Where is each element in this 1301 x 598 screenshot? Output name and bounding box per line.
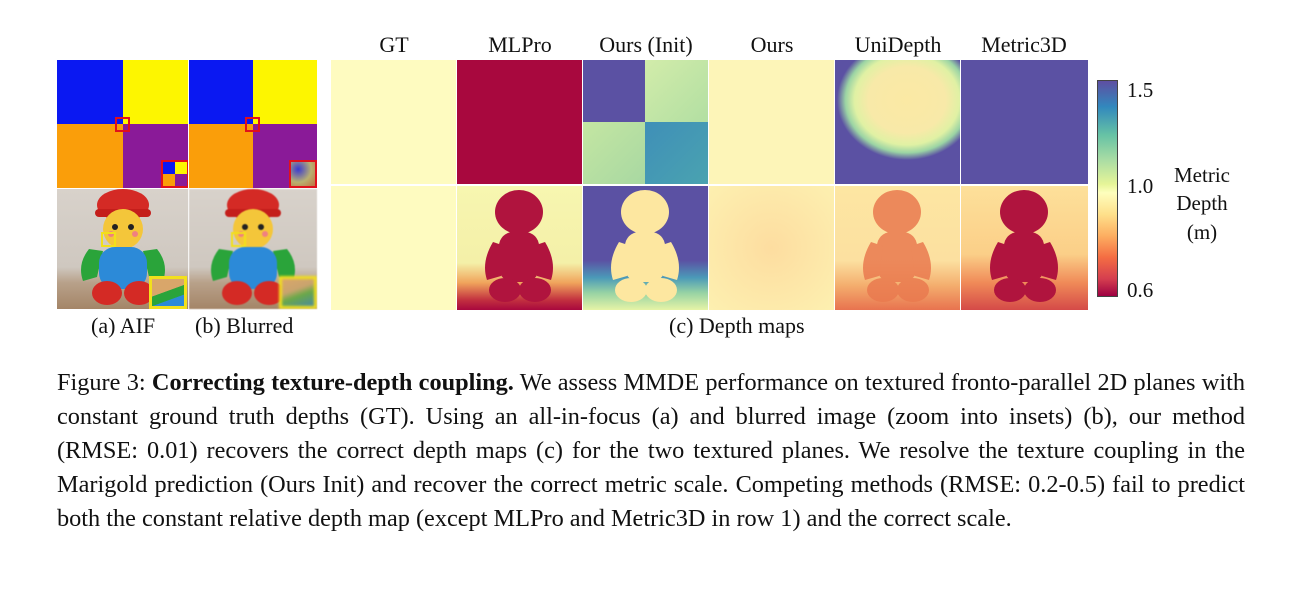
- header-ours-init: Ours (Init): [599, 32, 693, 57]
- depth-mlpro-row2: [457, 186, 582, 310]
- depth-unidepth-row1: [835, 60, 960, 184]
- depth-ours-row1: [709, 60, 834, 184]
- inset-marker: [115, 117, 130, 132]
- aif-toy-image: [57, 189, 188, 309]
- header-metric3d: Metric3D: [981, 32, 1067, 57]
- depth-metric3d-row2: [961, 186, 1088, 310]
- inset-marker: [231, 232, 246, 247]
- blurred-checker-image: [189, 60, 317, 188]
- colorbar-title-line2: Depth: [1176, 191, 1228, 215]
- zoom-inset: [161, 160, 188, 188]
- caption-body: We assess MMDE performance on textured f…: [57, 369, 1246, 532]
- colorbar-tick-top: 1.5: [1127, 78, 1154, 102]
- depth-metric3d-row1: [961, 60, 1088, 184]
- blurred-toy-image: [189, 189, 317, 309]
- zoom-inset: [279, 276, 317, 309]
- depth-ours-row2: [709, 186, 834, 310]
- depth-gt-row1: [331, 60, 456, 184]
- colorbar-title-line1: Metric: [1174, 163, 1230, 187]
- zoom-inset: [289, 160, 317, 188]
- sublabel-blurred: (b) Blurred: [195, 313, 294, 338]
- zoom-inset: [149, 276, 187, 309]
- depth-gt-row2: [331, 186, 456, 310]
- depth-unidepth-row2: [835, 186, 960, 310]
- colorbar: [1097, 80, 1118, 297]
- header-ours: Ours: [750, 32, 794, 57]
- sublabel-aif: (a) AIF: [91, 313, 156, 338]
- figure-caption: Figure 3: Correcting texture-depth coupl…: [57, 366, 1245, 536]
- colorbar-title-line3: (m): [1186, 220, 1218, 244]
- depth-ours-init-row1: [583, 60, 708, 184]
- colorbar-tick-bottom: 0.6: [1127, 278, 1154, 302]
- caption-label: Figure 3:: [57, 369, 146, 396]
- aif-checker-image: [57, 60, 188, 188]
- header-mlpro: MLPro: [488, 32, 552, 57]
- caption-title: Correcting texture-depth coupling.: [151, 369, 514, 396]
- inset-marker: [101, 232, 116, 247]
- inset-marker: [245, 117, 260, 132]
- depth-ours-init-row2: [583, 186, 708, 310]
- header-unidepth: UniDepth: [854, 32, 942, 57]
- sublabel-depth-maps: (c) Depth maps: [669, 313, 805, 338]
- header-gt: GT: [379, 32, 409, 57]
- depth-mlpro-row1: [457, 60, 582, 184]
- colorbar-tick-mid: 1.0: [1127, 174, 1154, 198]
